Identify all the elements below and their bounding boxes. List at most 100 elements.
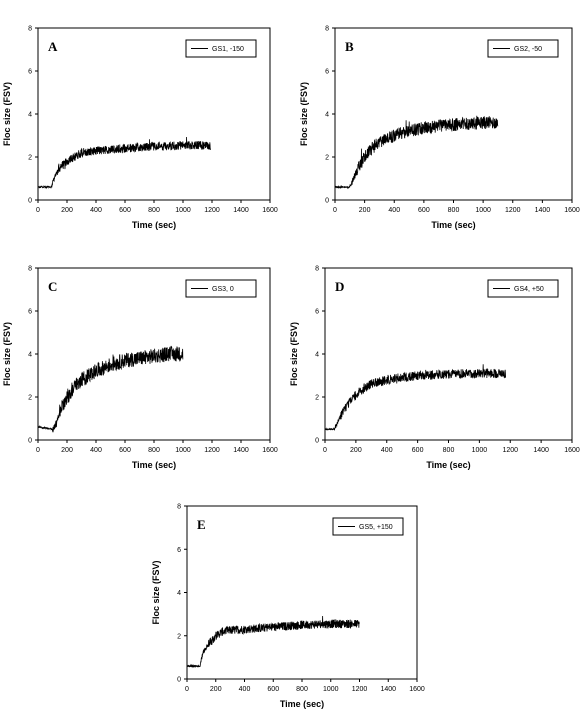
y-axis-label: Floc size (FSV) xyxy=(2,82,12,146)
legend: GS2, -50 xyxy=(487,39,559,58)
x-axis-label: Time (sec) xyxy=(132,220,176,230)
y-axis-label: Floc size (FSV) xyxy=(151,560,161,624)
x-axis-label: Time (sec) xyxy=(132,460,176,470)
x-tick-label: 0 xyxy=(36,207,40,214)
y-tick-label: 0 xyxy=(315,438,319,445)
x-tick-label: 1000 xyxy=(175,207,191,214)
x-tick-label: 1600 xyxy=(262,447,278,454)
x-tick-label: 0 xyxy=(323,447,327,454)
legend-box xyxy=(332,517,404,536)
legend: GS3, 0 xyxy=(185,279,257,298)
y-tick-label: 2 xyxy=(177,633,181,640)
panel-letter: D xyxy=(335,279,344,294)
y-tick-label: 4 xyxy=(315,352,319,359)
x-tick-label: 1600 xyxy=(409,686,425,693)
x-tick-label: 0 xyxy=(36,447,40,454)
chart-panel-e: 0 200 400 600 800 1000 1200 1400 1600 0 2 4 6 8 Time (… xyxy=(151,504,425,710)
chart-panel-b: 0 200 400 600 800 1000 1200 1400 1600 0 2 4 6 8 Time (… xyxy=(299,26,580,231)
y-tick-label: 8 xyxy=(325,26,329,33)
legend: GS1, -150 xyxy=(185,39,257,58)
x-tick-label: 1000 xyxy=(175,447,191,454)
panel-letter: C xyxy=(48,279,57,294)
x-tick-label: 1400 xyxy=(535,207,551,214)
legend: GS4, +50 xyxy=(487,279,559,298)
legend-label: GS4, +50 xyxy=(514,286,544,293)
panel-letter: B xyxy=(345,39,354,54)
x-tick-label: 200 xyxy=(350,447,362,454)
x-tick-label: 800 xyxy=(448,207,460,214)
x-tick-label: 200 xyxy=(61,447,73,454)
y-tick-label: 2 xyxy=(28,155,32,162)
x-axis-label: Time (sec) xyxy=(431,220,475,230)
x-tick-label: 600 xyxy=(418,207,430,214)
x-tick-label: 1200 xyxy=(505,207,521,214)
panel-letter: A xyxy=(48,39,58,54)
x-tick-label: 600 xyxy=(119,207,131,214)
x-tick-label: 800 xyxy=(443,447,455,454)
x-axis-label: Time (sec) xyxy=(426,460,470,470)
legend: GS5, +150 xyxy=(332,517,404,536)
y-tick-label: 0 xyxy=(325,198,329,205)
y-tick-label: 0 xyxy=(177,677,181,684)
y-tick-label: 8 xyxy=(28,26,32,33)
x-tick-label: 200 xyxy=(210,686,222,693)
legend-box xyxy=(487,279,559,298)
series-line xyxy=(334,115,499,190)
chart-panel-d: 0 200 400 600 800 1000 1200 1400 1600 0 2 4 6 8 Time (… xyxy=(289,266,580,471)
x-axis-label: Time (sec) xyxy=(280,699,324,709)
x-tick-label: 800 xyxy=(148,447,160,454)
series-line xyxy=(324,364,507,431)
x-tick-label: 600 xyxy=(267,686,279,693)
x-tick-label: 200 xyxy=(359,207,371,214)
y-tick-label: 6 xyxy=(28,309,32,316)
x-tick-label: 0 xyxy=(185,686,189,693)
y-tick-label: 2 xyxy=(28,395,32,402)
y-tick-label: 6 xyxy=(325,69,329,76)
chart-panel-c: 0 200 400 600 800 1000 1200 1400 1600 0 2 4 6 8 Time (… xyxy=(2,266,278,471)
x-tick-label: 1400 xyxy=(233,447,249,454)
x-tick-label: 200 xyxy=(61,207,73,214)
x-tick-label: 1000 xyxy=(472,447,488,454)
y-tick-label: 0 xyxy=(28,198,32,205)
legend-label: GS2, -50 xyxy=(514,46,542,53)
x-tick-label: 1400 xyxy=(380,686,396,693)
y-tick-label: 6 xyxy=(315,309,319,316)
x-tick-label: 1400 xyxy=(233,207,249,214)
x-tick-label: 400 xyxy=(388,207,400,214)
y-tick-label: 8 xyxy=(177,504,181,511)
series-line xyxy=(37,136,211,190)
x-tick-label: 600 xyxy=(119,447,131,454)
y-tick-label: 4 xyxy=(28,352,32,359)
x-tick-label: 400 xyxy=(381,447,393,454)
legend-box xyxy=(185,39,257,58)
x-tick-label: 1000 xyxy=(475,207,491,214)
x-tick-label: 1600 xyxy=(262,207,278,214)
y-tick-label: 6 xyxy=(177,547,181,554)
x-tick-label: 1200 xyxy=(204,207,220,214)
y-tick-label: 0 xyxy=(28,438,32,445)
x-tick-label: 400 xyxy=(90,447,102,454)
x-tick-label: 1600 xyxy=(564,207,580,214)
y-axis-label: Floc size (FSV) xyxy=(289,322,299,386)
y-tick-label: 8 xyxy=(315,266,319,273)
y-axis-label: Floc size (FSV) xyxy=(299,82,309,146)
y-tick-label: 4 xyxy=(325,112,329,119)
x-tick-label: 800 xyxy=(296,686,308,693)
y-axis-label: Floc size (FSV) xyxy=(2,322,12,386)
legend-box xyxy=(185,279,257,298)
legend-label: GS1, -150 xyxy=(212,46,244,53)
x-tick-label: 1200 xyxy=(502,447,518,454)
x-tick-label: 1200 xyxy=(204,447,220,454)
x-tick-label: 400 xyxy=(90,207,102,214)
legend-box xyxy=(487,39,559,58)
y-tick-label: 4 xyxy=(177,590,181,597)
x-tick-label: 1400 xyxy=(533,447,549,454)
y-tick-label: 6 xyxy=(28,69,32,76)
x-tick-label: 0 xyxy=(333,207,337,214)
y-tick-label: 2 xyxy=(325,155,329,162)
legend-label: GS3, 0 xyxy=(212,286,234,293)
y-tick-label: 4 xyxy=(28,112,32,119)
series-line xyxy=(186,615,360,669)
series-line xyxy=(37,345,184,434)
